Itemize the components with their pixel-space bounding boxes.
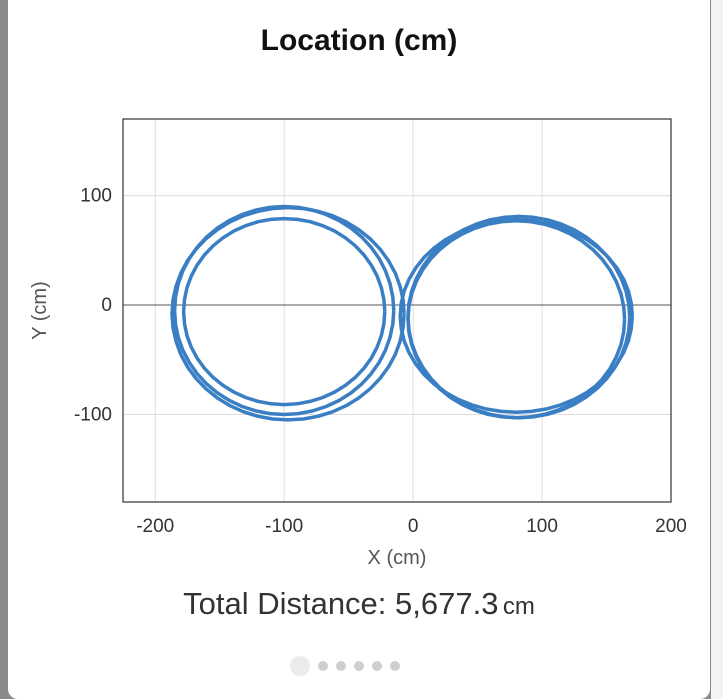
trajectory-loop (181, 216, 387, 407)
page-dot[interactable] (372, 661, 382, 671)
x-tick-label: 100 (526, 516, 558, 537)
x-axis-title: X (cm) (368, 547, 427, 569)
page-dot[interactable] (318, 661, 328, 671)
location-chart: -200 -100 0 100 200 -100 0 100 X (cm) Y (cm) (29, 118, 687, 569)
trajectory-loop (398, 217, 635, 415)
x-tick-label: 0 (408, 516, 419, 537)
plot-border (122, 118, 672, 503)
tick-label-layer: -200 -100 0 100 200 -100 0 100 (74, 186, 687, 537)
background-panel-edge (711, 0, 723, 699)
y-tick-label: -100 (74, 404, 112, 425)
page-dot[interactable] (290, 656, 310, 676)
total-distance-value: Total Distance: 5,677.3 (183, 586, 499, 621)
chart-title: Location (cm) (260, 24, 458, 57)
chart-card: Location (cm) -200 -100 0 100 200 -100 0 100 X … (8, 0, 710, 699)
y-tick-label: 0 (101, 295, 112, 316)
trajectory-loop (170, 205, 406, 422)
page-dot[interactable] (354, 661, 364, 671)
grid-layer (123, 119, 671, 502)
page-dot[interactable] (336, 661, 346, 671)
page-dot[interactable] (390, 661, 400, 671)
total-distance-unit: cm (502, 593, 535, 620)
x-tick-label: 200 (655, 516, 687, 537)
y-axis-title: Y (cm) (29, 281, 51, 340)
total-distance: Total Distance: 5,677.3 cm (8, 586, 710, 622)
y-tick-label: 100 (80, 186, 112, 207)
page-indicator (290, 656, 400, 676)
x-tick-label: -200 (136, 516, 174, 537)
trajectory-loop (406, 219, 627, 420)
series-layer (170, 204, 635, 422)
x-tick-label: -100 (265, 516, 303, 537)
plot-frame (122, 118, 672, 503)
